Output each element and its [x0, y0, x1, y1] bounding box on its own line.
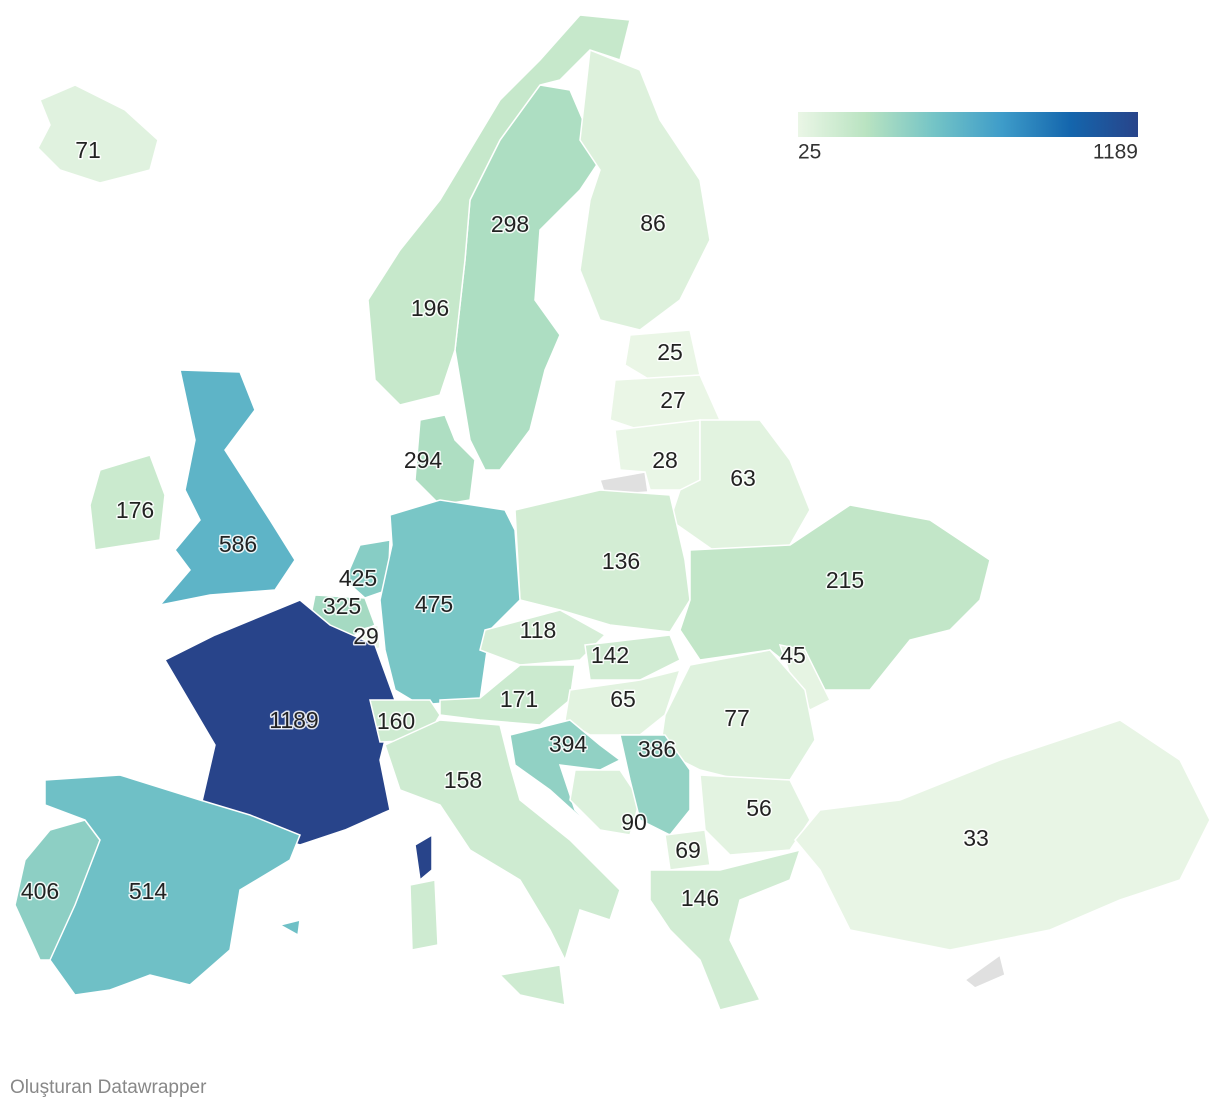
- value-label: 475: [415, 591, 453, 617]
- value-label: 406: [21, 878, 59, 904]
- value-label: 45: [780, 642, 806, 668]
- value-label: 136: [602, 548, 640, 574]
- region: [384, 719, 621, 963]
- region: [89, 454, 166, 551]
- region: [679, 504, 991, 691]
- value-label: 146: [681, 885, 719, 911]
- value-label: 171: [500, 686, 538, 712]
- value-label: 56: [746, 795, 772, 821]
- region: [649, 848, 802, 1011]
- regions: [14, 14, 1211, 1011]
- value-label: 586: [219, 531, 257, 557]
- legend-min: 25: [798, 141, 821, 164]
- color-legend: [798, 112, 1138, 137]
- region: [498, 964, 566, 1006]
- region: [569, 769, 641, 836]
- value-label: 394: [549, 731, 588, 757]
- region: [158, 369, 296, 607]
- region: [584, 634, 681, 681]
- region: [344, 539, 391, 599]
- region: [479, 609, 607, 666]
- region: [409, 879, 439, 951]
- region: [579, 48, 711, 331]
- region: [664, 829, 711, 871]
- value-label: 215: [826, 567, 864, 593]
- region: [514, 489, 691, 633]
- region: [277, 919, 301, 937]
- region: [367, 14, 631, 406]
- region: [619, 734, 691, 836]
- value-label: 142: [591, 642, 629, 668]
- value-label: 71: [75, 137, 101, 163]
- value-label: 77: [724, 705, 750, 731]
- credit: Oluşturan Datawrapper: [10, 1077, 207, 1098]
- value-label: 28: [652, 447, 678, 473]
- value-label: 65: [610, 686, 636, 712]
- no-data-region: [963, 953, 1006, 989]
- value-label: 196: [411, 295, 449, 321]
- value-label: 29: [353, 623, 379, 649]
- region: [414, 414, 476, 506]
- value-label: 158: [444, 767, 482, 793]
- value-label: 160: [377, 708, 415, 734]
- value-label: 90: [621, 809, 647, 835]
- region: [37, 84, 159, 184]
- region: [414, 833, 433, 882]
- value-label: 176: [116, 497, 154, 523]
- value-label: 386: [638, 736, 676, 762]
- value-label: 69: [675, 837, 701, 863]
- value-label: 298: [491, 211, 529, 237]
- region: [44, 774, 301, 996]
- region: [163, 599, 396, 846]
- value-label: 325: [323, 593, 361, 619]
- value-label: 33: [963, 825, 989, 851]
- value-label: 425: [339, 565, 377, 591]
- region: [794, 719, 1211, 951]
- value-label: 514: [129, 878, 168, 904]
- value-label: 118: [520, 617, 557, 643]
- value-label: 63: [730, 465, 756, 491]
- legend-max: 1189: [1093, 141, 1138, 164]
- value-label: 1189: [269, 707, 318, 733]
- value-label: 86: [640, 210, 666, 236]
- region: [509, 719, 622, 836]
- value-label: 294: [404, 447, 443, 473]
- value-label: 27: [660, 387, 686, 413]
- value-label: 25: [657, 339, 683, 365]
